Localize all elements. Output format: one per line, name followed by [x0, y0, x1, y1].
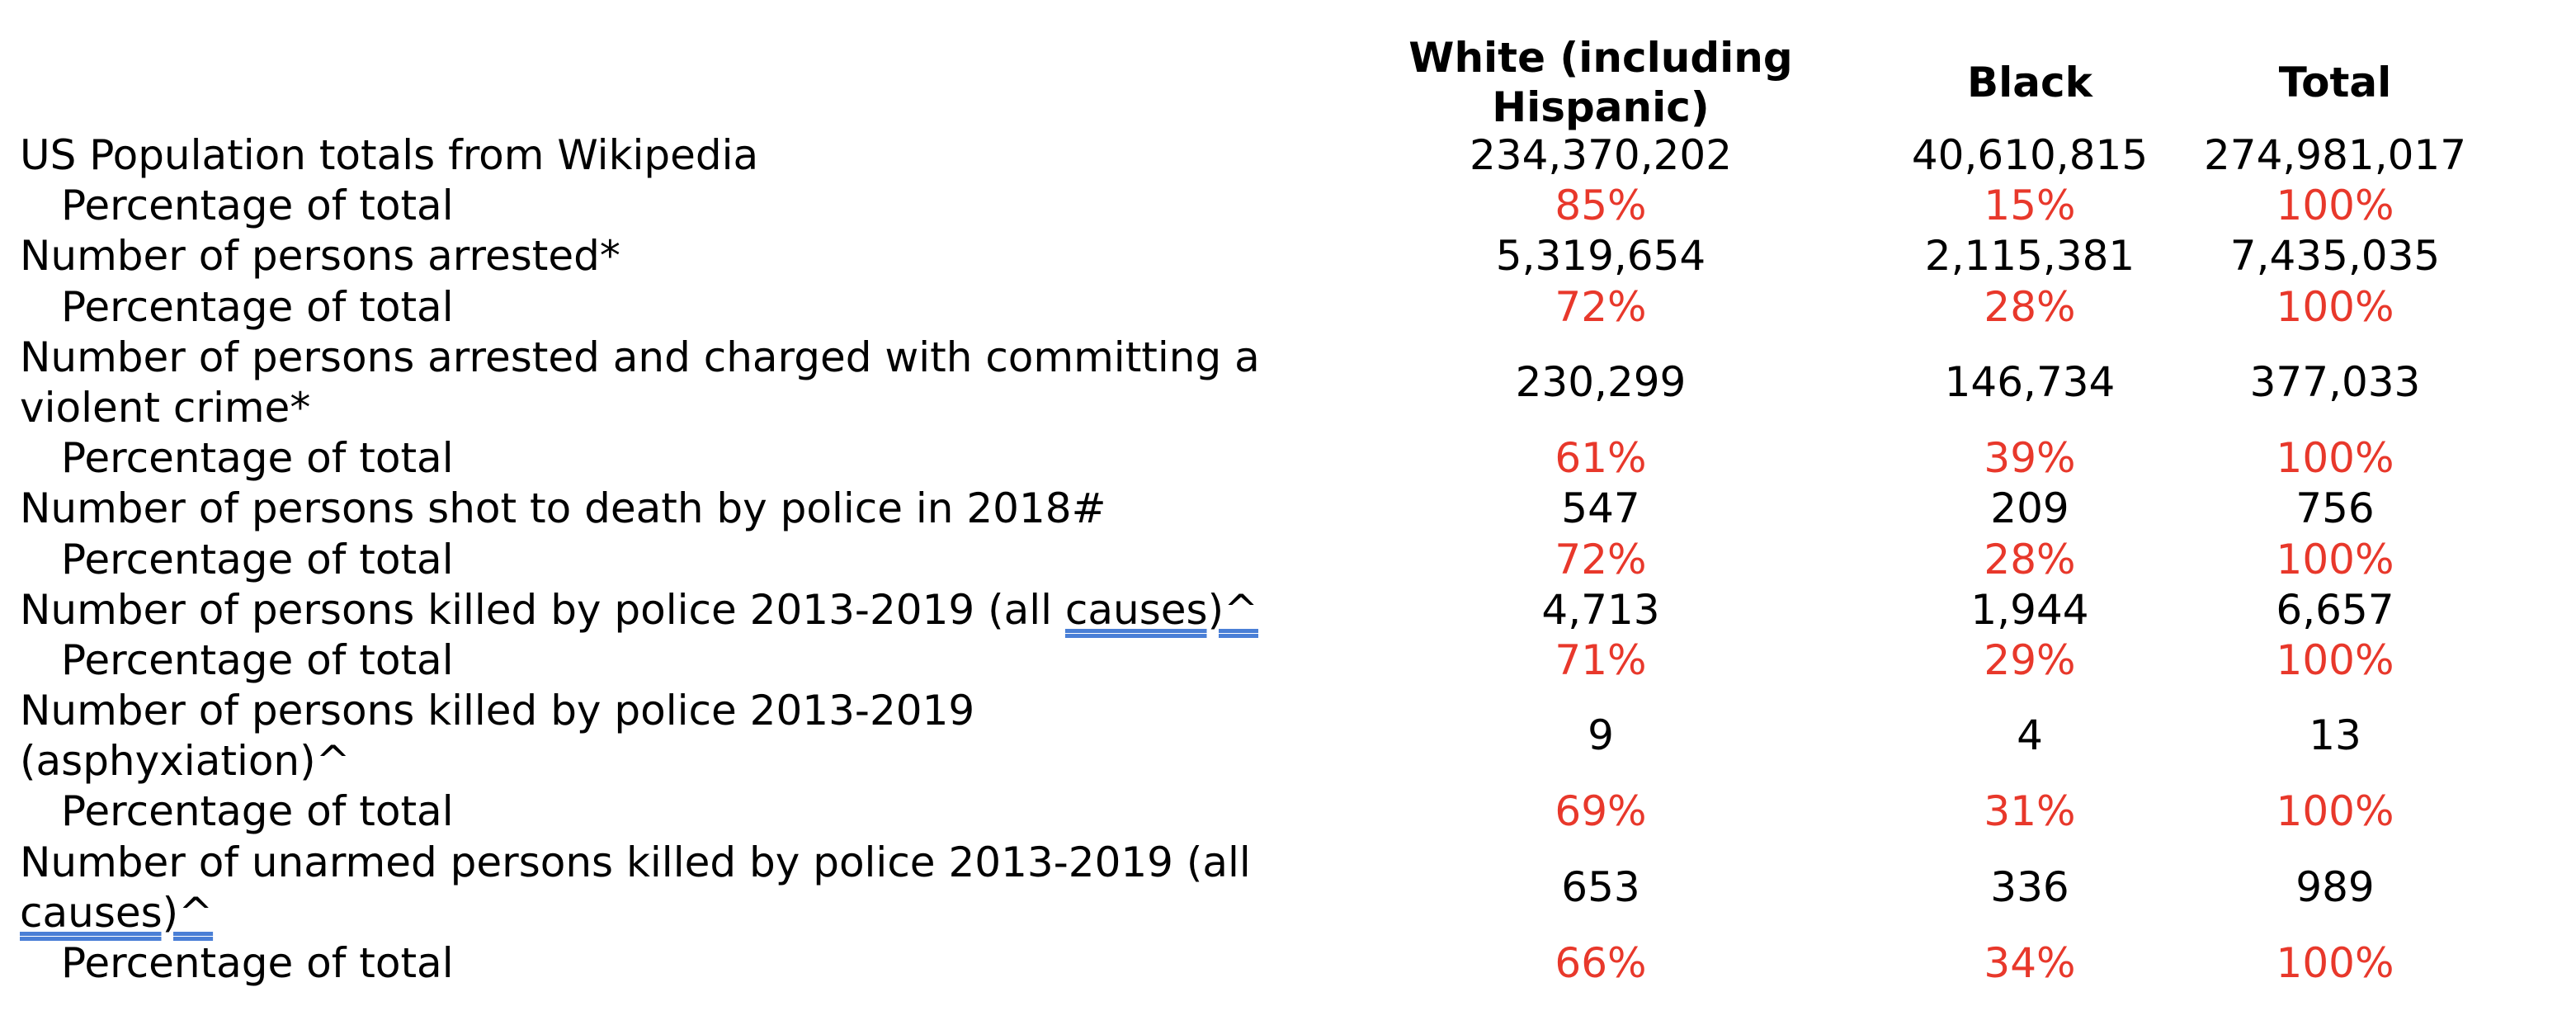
cell-total[interactable]: 100%: [2276, 282, 2394, 331]
cell-black[interactable]: 15%: [1984, 182, 2076, 230]
row-label[interactable]: Number of persons killed by police 2013-…: [20, 687, 975, 786]
cell-total[interactable]: 756: [2295, 484, 2375, 533]
table-row: Number of persons killed by police 2013-…: [0, 686, 2576, 786]
row-label[interactable]: US Population totals from Wikipedia: [20, 131, 759, 179]
row-label[interactable]: Percentage of total: [61, 434, 454, 483]
cell-white[interactable]: 66%: [1555, 939, 1647, 988]
cell-total[interactable]: 377,033: [2249, 357, 2421, 406]
cell-black[interactable]: 31%: [1984, 787, 2076, 836]
cell-white[interactable]: 85%: [1555, 182, 1647, 230]
cell-white[interactable]: 71%: [1555, 635, 1647, 684]
spellcheck-underlined-text: causes)^: [1064, 585, 1259, 634]
table-row: Number of persons arrested and charged w…: [0, 333, 2576, 433]
table-row: Percentage of total 69% 31% 100%: [0, 786, 2576, 837]
table-row: Number of persons shot to death by polic…: [0, 484, 2576, 534]
cell-black[interactable]: 336: [1990, 862, 2069, 911]
cell-white[interactable]: 547: [1561, 484, 1640, 533]
cell-white[interactable]: 72%: [1555, 282, 1647, 331]
column-header-total[interactable]: Total: [2278, 59, 2392, 106]
cell-total[interactable]: 100%: [2276, 535, 2394, 583]
cell-black[interactable]: 146,734: [1944, 357, 2116, 406]
table-row: Percentage of total 72% 28% 100%: [0, 282, 2576, 333]
cell-black[interactable]: 40,610,815: [1911, 131, 2149, 179]
table-row: Percentage of total 72% 28% 100%: [0, 535, 2576, 585]
cell-black[interactable]: 39%: [1984, 434, 2076, 483]
cell-white[interactable]: 234,370,202: [1469, 131, 1733, 179]
cell-black[interactable]: 209: [1990, 484, 2069, 533]
cell-white[interactable]: 230,299: [1515, 357, 1687, 406]
spellcheck-underlined-text: causes)^: [20, 888, 214, 937]
cell-total[interactable]: 100%: [2276, 787, 2394, 836]
cell-white[interactable]: 653: [1561, 862, 1640, 911]
cell-white[interactable]: 9: [1588, 711, 1614, 760]
table-row: Number of persons arrested* 5,319,654 2,…: [0, 231, 2576, 281]
row-label[interactable]: Percentage of total: [61, 787, 454, 836]
cell-white[interactable]: 5,319,654: [1495, 232, 1706, 281]
table-row: US Population totals from Wikipedia 234,…: [0, 130, 2576, 181]
cell-black[interactable]: 1,944: [1970, 585, 2089, 634]
row-label[interactable]: Percentage of total: [61, 939, 454, 988]
cell-black[interactable]: 2,115,381: [1924, 232, 2135, 281]
row-label[interactable]: Number of persons arrested and charged w…: [20, 333, 1260, 432]
row-label[interactable]: Percentage of total: [61, 635, 454, 684]
cell-total[interactable]: 989: [2295, 862, 2375, 911]
table-body: US Population totals from Wikipedia 234,…: [0, 130, 2576, 989]
cell-black[interactable]: 28%: [1984, 535, 2076, 583]
cell-white[interactable]: 69%: [1555, 787, 1647, 836]
row-label[interactable]: Number of persons arrested*: [20, 232, 620, 281]
row-label[interactable]: Percentage of total: [61, 182, 454, 230]
cell-total[interactable]: 100%: [2276, 939, 2394, 988]
cell-white[interactable]: 4,713: [1541, 585, 1660, 634]
cell-total[interactable]: 7,435,035: [2229, 232, 2441, 281]
cell-black[interactable]: 4: [2017, 711, 2043, 760]
row-label-text: Number of unarmed persons killed by poli…: [20, 838, 1251, 886]
cell-total[interactable]: 13: [2309, 711, 2361, 760]
table-row: Number of unarmed persons killed by poli…: [0, 838, 2576, 938]
row-label[interactable]: Percentage of total: [61, 282, 454, 331]
table-row: Percentage of total 61% 39% 100%: [0, 433, 2576, 484]
cell-black[interactable]: 34%: [1984, 939, 2076, 988]
table-row: Number of persons killed by police 2013-…: [0, 585, 2576, 635]
cell-white[interactable]: 61%: [1555, 434, 1647, 483]
cell-black[interactable]: 28%: [1984, 282, 2076, 331]
column-header-white[interactable]: White (including Hispanic): [1408, 34, 1793, 131]
column-header-black[interactable]: Black: [1967, 59, 2092, 106]
row-label-text: Number of persons killed by police 2013-…: [20, 585, 1065, 634]
cell-white[interactable]: 72%: [1555, 535, 1647, 583]
table-row: Percentage of total 85% 15% 100%: [0, 181, 2576, 231]
cell-total[interactable]: 100%: [2276, 635, 2394, 684]
row-label[interactable]: Percentage of total: [61, 535, 454, 583]
cell-total[interactable]: 274,981,017: [2203, 131, 2467, 179]
cell-black[interactable]: 29%: [1984, 635, 2076, 684]
row-label[interactable]: Number of persons shot to death by polic…: [20, 484, 1106, 533]
table-row: Percentage of total 66% 34% 100%: [0, 938, 2576, 989]
row-label[interactable]: Number of unarmed persons killed by poli…: [20, 838, 1307, 938]
cell-total[interactable]: 100%: [2276, 434, 2394, 483]
row-label[interactable]: Number of persons killed by police 2013-…: [20, 585, 1307, 635]
table-row: Percentage of total 71% 29% 100%: [0, 635, 2576, 686]
cell-total[interactable]: 6,657: [2276, 585, 2394, 634]
cell-total[interactable]: 100%: [2276, 182, 2394, 230]
